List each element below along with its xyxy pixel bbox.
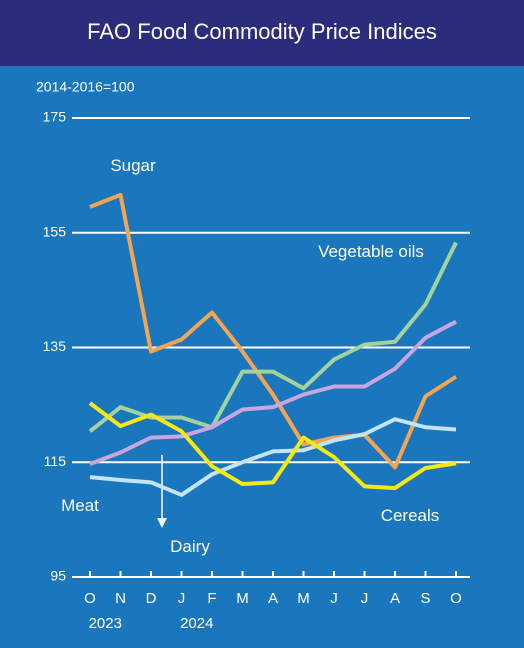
x-tick-label: J xyxy=(361,590,369,607)
x-tick-label: S xyxy=(420,590,430,607)
series-label: Dairy xyxy=(170,537,210,556)
series-label: Meat xyxy=(61,496,99,515)
series-line xyxy=(89,417,457,497)
series-label: Sugar xyxy=(110,156,156,175)
y-tick-label: 95 xyxy=(50,568,66,584)
year-label: 2023 xyxy=(89,615,122,632)
x-tick-label: F xyxy=(207,590,216,607)
series-line xyxy=(88,401,457,491)
y-tick-label: 135 xyxy=(43,338,67,354)
dairy-arrow-head xyxy=(157,518,167,528)
subtitle: 2014-2016=100 xyxy=(36,79,135,95)
series-label: Cereals xyxy=(380,506,440,525)
series-label: Vegetable oils xyxy=(318,242,424,261)
y-tick-label: 155 xyxy=(43,223,67,239)
x-tick-label: O xyxy=(450,590,462,607)
x-tick-label: J xyxy=(178,590,186,607)
x-tick-label: A xyxy=(390,590,400,607)
year-label: 2024 xyxy=(180,615,213,632)
x-tick-label: N xyxy=(115,590,126,607)
x-tick-label: M xyxy=(297,590,310,607)
x-tick-label: A xyxy=(268,590,278,607)
series-line xyxy=(89,192,458,470)
x-tick-label: M xyxy=(236,590,249,607)
x-tick-label: D xyxy=(146,590,157,607)
y-tick-label: 175 xyxy=(43,109,67,125)
series-line xyxy=(88,241,458,433)
chart-title: FAO Food Commodity Price Indices xyxy=(87,19,437,44)
x-tick-label: J xyxy=(330,590,338,607)
x-tick-label: O xyxy=(84,590,96,607)
series-line xyxy=(89,319,457,466)
title-bar xyxy=(0,0,524,66)
y-tick-label: 115 xyxy=(44,453,67,469)
